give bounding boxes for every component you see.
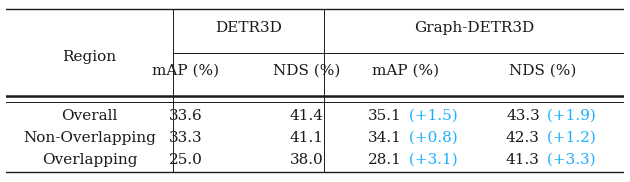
- Text: 33.3: 33.3: [169, 131, 202, 145]
- Text: 28.1: 28.1: [368, 153, 402, 167]
- Text: (+3.3): (+3.3): [542, 153, 595, 167]
- Text: NDS (%): NDS (%): [509, 63, 576, 77]
- Text: 34.1: 34.1: [368, 131, 402, 145]
- Text: 25.0: 25.0: [169, 153, 203, 167]
- Text: 41.1: 41.1: [290, 131, 324, 145]
- Text: (+1.9): (+1.9): [542, 109, 595, 123]
- Text: 35.1: 35.1: [369, 109, 402, 123]
- Text: Non-Overlapping: Non-Overlapping: [23, 131, 156, 145]
- Text: mAP (%): mAP (%): [152, 63, 219, 77]
- Text: (+3.1): (+3.1): [404, 153, 457, 167]
- Text: Overall: Overall: [62, 109, 118, 123]
- Text: (+1.2): (+1.2): [542, 131, 595, 145]
- Text: 41.4: 41.4: [290, 109, 324, 123]
- Text: Region: Region: [62, 50, 117, 64]
- Text: 43.3: 43.3: [506, 109, 540, 123]
- Text: 38.0: 38.0: [290, 153, 324, 167]
- Text: 41.3: 41.3: [506, 153, 540, 167]
- Text: Graph-DETR3D: Graph-DETR3D: [414, 21, 534, 35]
- Text: mAP (%): mAP (%): [372, 63, 438, 77]
- Text: (+0.8): (+0.8): [404, 131, 457, 145]
- Text: Overlapping: Overlapping: [42, 153, 137, 167]
- Text: (+1.5): (+1.5): [404, 109, 457, 123]
- Text: 42.3: 42.3: [506, 131, 540, 145]
- Text: NDS (%): NDS (%): [273, 63, 340, 77]
- Text: 33.6: 33.6: [169, 109, 202, 123]
- Text: DETR3D: DETR3D: [215, 21, 282, 35]
